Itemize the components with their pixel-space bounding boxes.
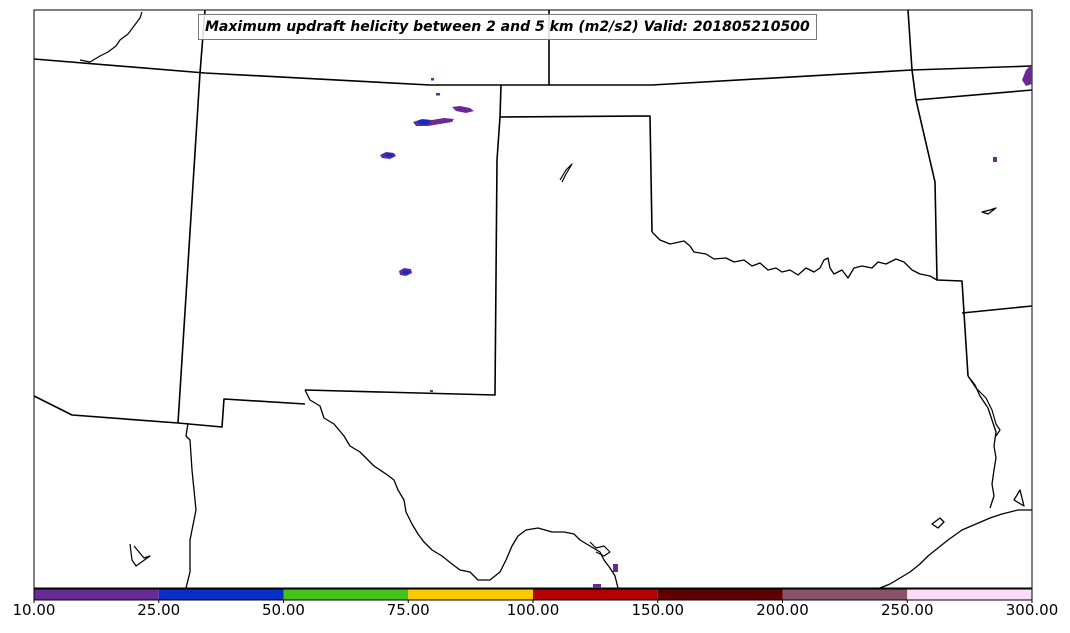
helicity-cell-11: [430, 390, 433, 392]
colorbar-segment-6: [782, 589, 908, 600]
colorbar-segment-5: [657, 589, 783, 600]
colorbar-tick-label: 250.00: [881, 601, 934, 619]
map-frame: [33, 9, 1033, 589]
helicity-cell-9: [613, 564, 618, 572]
map-title: Maximum updraft helicity between 2 and 5…: [198, 14, 817, 40]
helicity-cell-7: [1022, 66, 1032, 86]
colorbar-tick-label: 300.00: [1005, 601, 1059, 619]
colorbar-tick-label: 100.00: [506, 601, 560, 619]
colorbar-segment-0: [34, 589, 159, 600]
colorbar-tick-label: 50.00: [262, 601, 305, 619]
colorbar-segment-1: [158, 589, 284, 600]
colorbar-segment-2: [283, 589, 409, 600]
helicity-cell-10: [593, 584, 601, 588]
state-border-north: [34, 58, 1032, 86]
colorbar: [33, 588, 1033, 603]
coastal-island-1: [931, 517, 945, 529]
texas-sabine: [967, 375, 997, 509]
helicity-cell-5: [431, 78, 434, 81]
helicity-cell-6: [436, 93, 440, 96]
gulf-coast: [879, 509, 1032, 588]
helicity-field: [380, 66, 1032, 588]
great-salt-lake: [79, 11, 143, 63]
colorbar-segment-3: [408, 589, 533, 600]
coastal-island-2: [1013, 489, 1025, 507]
texas-rio-grande: [304, 389, 619, 588]
helicity-cell-3-core: [385, 153, 393, 157]
lake-feature-3: [981, 207, 997, 215]
state-border-mo-ar: [915, 89, 1032, 101]
helicity-cell-8: [993, 157, 997, 162]
state-border-nm-az: [185, 422, 197, 588]
colorbar-segment-4: [533, 589, 658, 600]
colorbar-segment-7: [907, 589, 1032, 600]
lake-feature-1: [129, 543, 151, 567]
lake-feature-2: [559, 163, 573, 183]
rio-grande-detail: [589, 541, 611, 557]
helicity-cell-2: [452, 106, 474, 113]
state-border-ks-ok: [499, 115, 653, 233]
red-river: [651, 231, 938, 281]
helicity-cell-1-core: [418, 119, 430, 125]
state-border-mo-west: [907, 10, 917, 101]
state-border-ar-la: [961, 305, 1032, 314]
helicity-cell-4-core: [402, 270, 410, 274]
colorbar-tick-label: 10.00: [12, 601, 56, 619]
state-border-co-west: [177, 72, 201, 424]
colorbar-tick-label: 25.00: [137, 601, 181, 619]
colorbar-tick-label: 75.00: [386, 601, 430, 619]
louisiana-coast: [967, 375, 1001, 437]
colorbar-tick-label: 200.00: [756, 601, 809, 619]
state-border-az-north: [34, 395, 306, 428]
colorbar-tick-label: 150.00: [631, 601, 685, 619]
state-border-nm-east: [304, 84, 502, 396]
